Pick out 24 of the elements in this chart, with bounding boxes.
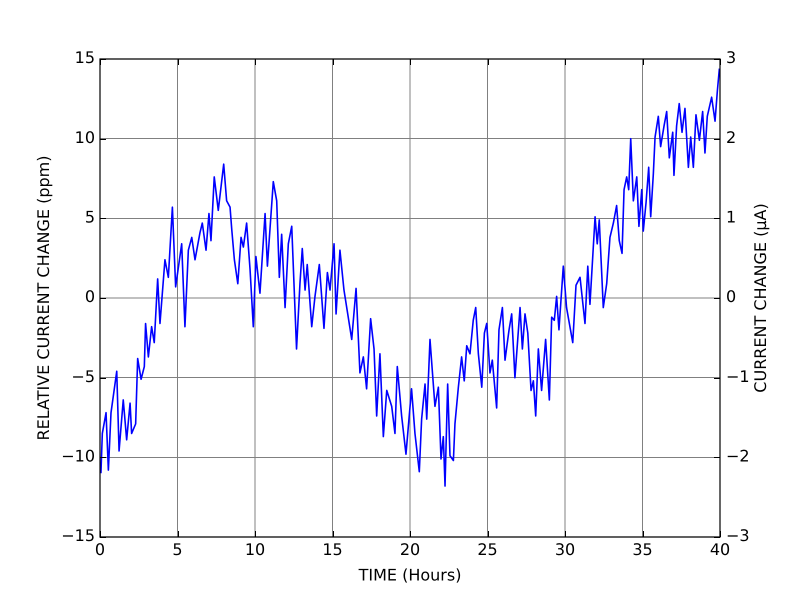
y-tick-label: −15 (61, 526, 95, 546)
x-tick-label: 15 (322, 540, 343, 559)
y2-tick-label: 0 (726, 287, 736, 306)
y-axis-title: RELATIVE CURRENT CHANGE (ppm) (34, 156, 53, 440)
y2-tick-label: 3 (726, 48, 736, 68)
x-tick-label: 30 (554, 540, 576, 559)
y2-axis-title: CURRENT CHANGE (μA) (751, 203, 770, 393)
x-tick-label: 40 (710, 540, 730, 559)
y-tick-label: 10 (74, 128, 95, 147)
x-tick-label: 5 (172, 540, 183, 559)
x-tick-label: 10 (244, 540, 266, 559)
y-tick-label: −5 (71, 366, 95, 386)
x-tick-label: 35 (632, 540, 653, 559)
x-tick-label: 25 (477, 540, 498, 559)
y2-tick-label: −1 (726, 366, 750, 386)
x-axis-title: TIME (Hours) (358, 566, 462, 585)
y-tick-label: −10 (61, 446, 95, 466)
y-tick-label: 15 (74, 48, 95, 68)
y2-tick-label: −2 (726, 446, 750, 466)
y2-tick-label: 2 (726, 128, 736, 147)
x-tick-label: 20 (400, 540, 420, 559)
y2-tick-label: 1 (726, 207, 736, 226)
y-tick-label: 0 (84, 287, 95, 306)
y-tick-label: 5 (84, 207, 95, 226)
